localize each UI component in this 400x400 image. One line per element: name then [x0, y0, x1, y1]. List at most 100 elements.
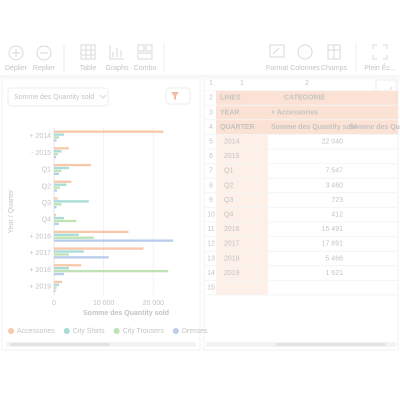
- row-number: 11: [207, 226, 214, 233]
- legend-label: City Trousers: [123, 328, 165, 335]
- bar: [54, 147, 69, 150]
- toolbar-button[interactable]: Champs: [321, 44, 348, 72]
- toolbar-button[interactable]: Graphs: [106, 45, 129, 72]
- toolbar-label: Colonnes: [290, 65, 320, 72]
- toolbar-button[interactable]: Plein Éc...: [364, 44, 396, 72]
- legend-marker: [8, 328, 14, 334]
- bar: [54, 136, 59, 139]
- bar: [54, 272, 64, 276]
- table-cell: 2015: [224, 153, 240, 160]
- bar: [54, 264, 82, 267]
- toolbar-button[interactable]: Replier: [33, 45, 56, 72]
- table-cell: 2016: [224, 226, 240, 233]
- table-cell: 15 491: [322, 226, 344, 233]
- table-panel: [203, 77, 399, 351]
- toolbar-label: Combo: [134, 65, 157, 72]
- table-cell: 412: [331, 212, 343, 219]
- toolbar-button[interactable]: Colonnes: [290, 44, 320, 72]
- bar: [54, 180, 72, 183]
- toolbar-button[interactable]: Format: [266, 44, 288, 72]
- header-cell: Somme des Quantity sold: [271, 124, 357, 131]
- table-cell: 2018: [224, 255, 240, 262]
- legend-marker: [63, 328, 70, 334]
- table-cell: 3 460: [325, 182, 343, 189]
- chart-scrollbar-thumb[interactable]: [10, 343, 110, 346]
- toolbar-label: Graphs: [106, 65, 129, 72]
- icon: [81, 45, 95, 59]
- header-cell: Somme des Quantity sold: [349, 124, 400, 131]
- y-tick-label: Q2: [42, 183, 51, 190]
- row-number: 2: [209, 95, 213, 102]
- toolbar-label: Replier: [33, 65, 56, 72]
- y-tick-label: + 2016: [29, 233, 51, 240]
- bar: [54, 130, 164, 133]
- header-cell: LINES: [220, 95, 241, 102]
- bar: [54, 283, 59, 287]
- y-tick-label: + 2019: [29, 283, 51, 290]
- bar: [54, 247, 144, 250]
- legend-label: Accessories: [17, 328, 55, 335]
- y-tick-label: + 2014: [29, 133, 51, 140]
- legend-label: Dresses: [182, 328, 208, 335]
- bar: [54, 239, 174, 242]
- toolbar-button[interactable]: Table: [80, 44, 97, 72]
- bar: [54, 163, 92, 167]
- filter-icon: [171, 92, 179, 100]
- toolbar-button[interactable]: Combo: [134, 44, 157, 72]
- measure-label: Somme des Quantity sold: [14, 94, 94, 101]
- bar: [54, 214, 56, 217]
- toolbar-label: Format: [266, 65, 288, 72]
- bar: [54, 233, 79, 236]
- table-cell: Q1: [224, 168, 233, 175]
- table-cell: 723: [331, 197, 343, 204]
- bar: [54, 133, 64, 136]
- table-cell: 2017: [224, 241, 240, 248]
- x-tick-label: 20 000: [143, 300, 165, 307]
- toolbar-label: Table: [80, 65, 97, 72]
- row-label-band: [216, 134, 268, 295]
- table-scrollbar-thumb[interactable]: [276, 343, 386, 346]
- icon: [12, 49, 20, 57]
- header-cell: QUARTER: [220, 124, 255, 131]
- icon: [80, 44, 96, 60]
- icon: [269, 44, 285, 58]
- bar: [54, 219, 77, 223]
- bar: [54, 280, 62, 284]
- row-number: 14: [207, 270, 215, 277]
- y-tick-label: Q3: [42, 200, 51, 207]
- bar: [54, 139, 57, 142]
- header-cell: + Accessories: [271, 109, 318, 116]
- table-cell: 1 621: [325, 270, 343, 277]
- filter-button[interactable]: [165, 87, 191, 105]
- icon: [137, 52, 153, 60]
- header-band: [216, 90, 398, 135]
- legend-marker: [113, 328, 120, 334]
- icon: [297, 44, 313, 60]
- row-number: 8: [209, 182, 213, 189]
- row-number: 10: [207, 212, 215, 219]
- column-letter: 1: [240, 80, 244, 87]
- bar: [54, 256, 109, 259]
- row-number: 12: [207, 241, 215, 248]
- row-number: 6: [209, 153, 213, 160]
- bar: [54, 250, 84, 253]
- y-tick-label: + 2018: [29, 267, 51, 274]
- icon: [109, 45, 124, 60]
- icon: [36, 45, 52, 61]
- row-number: 3: [209, 109, 213, 116]
- bar: [54, 206, 57, 209]
- measure-dropdown[interactable]: [7, 87, 109, 107]
- toolbar-label: Déplier: [5, 65, 28, 72]
- row-number: 4: [209, 124, 213, 131]
- toolbar-button[interactable]: Déplier: [5, 45, 28, 72]
- bar: [54, 155, 56, 159]
- header-cell: CATEGORIE: [284, 95, 325, 102]
- header-cell: YEAR: [220, 109, 239, 116]
- bar: [54, 189, 57, 192]
- table-cell: 7 547: [325, 168, 343, 175]
- bar: [54, 169, 62, 173]
- row-number: 7: [209, 168, 213, 175]
- table-cell: Q4: [224, 212, 233, 219]
- icon: [372, 44, 388, 60]
